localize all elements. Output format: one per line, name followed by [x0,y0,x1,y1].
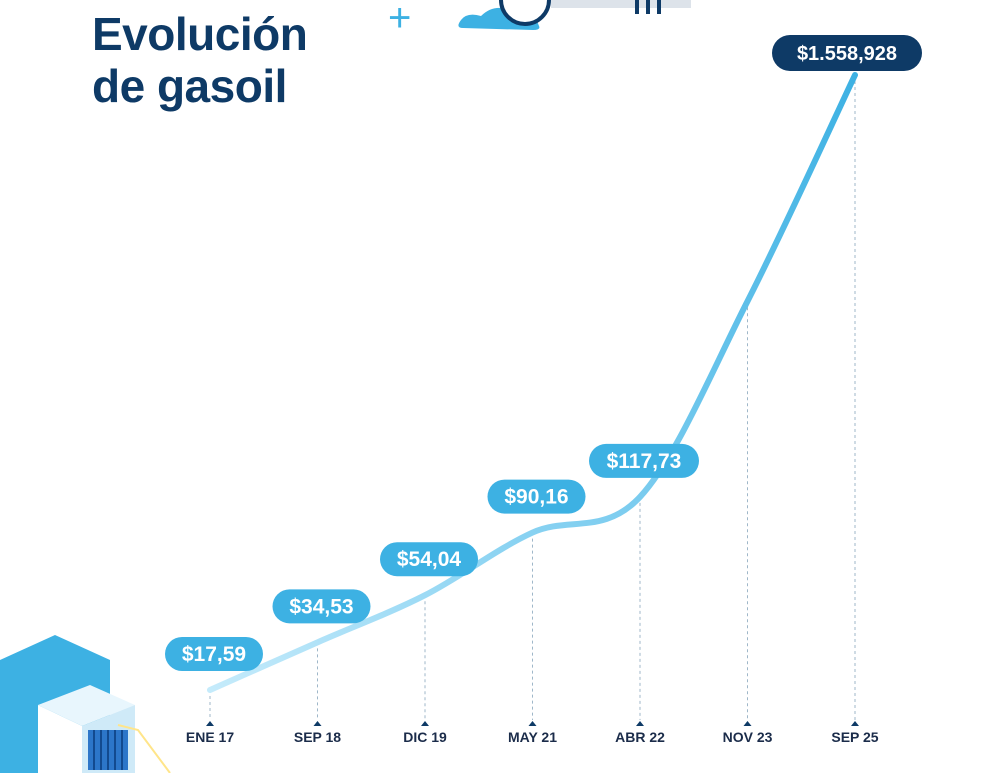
data-point-0 [208,688,212,692]
pump-body [551,0,691,8]
data-label: $117,73 [589,443,699,478]
data-label-pill [487,479,586,514]
gauge-icon [499,0,551,26]
data-label-text: $1.558,928 [797,43,897,65]
x-tick-label: MAY 21 [508,729,557,745]
data-point-2 [423,593,427,597]
building-windows [88,730,128,770]
x-tick-label: NOV 23 [723,729,773,745]
data-point-3 [531,531,535,535]
x-tick-label: DIC 19 [403,729,447,745]
data-label: $1.558,928 [772,35,922,71]
plus-icon: + [388,0,412,40]
tick-marker-5 [743,721,752,726]
tick-marker-4 [636,721,644,726]
tick-marker-3 [528,721,537,726]
data-label-text: $117,73 [607,450,682,473]
data-label-pill [380,542,478,577]
data-label-pill [165,637,263,671]
tick-marker-6 [851,721,859,726]
data-label: $34,53 [272,589,371,624]
data-label: $90,16 [487,479,586,514]
building-illustration [0,635,171,773]
data-label-text: $54,04 [397,548,462,571]
data-label-pill [272,589,371,624]
x-axis-ticks: ENE 17 SEP 18 DIC 19 MAY 21 ABR 22 NOV 23 SEP … [186,721,879,745]
data-label: $17,59 [165,637,263,671]
data-label: $54,04 [380,542,478,577]
data-label-text: $34,53 [289,595,353,618]
x-tick-label: SEP 18 [294,729,341,745]
x-tick-label: ABR 22 [615,729,665,745]
x-tick-label: SEP 25 [831,729,878,745]
tick-marker-2 [421,721,429,726]
series-line [207,72,858,693]
x-tick-label: ENE 17 [186,729,234,745]
data-point-1 [316,640,320,644]
data-label-pill [589,443,699,478]
data-point-6 [853,73,857,77]
title-line-2: de gasoil [92,60,287,112]
tick-marker-1 [313,721,322,726]
data-labels: $17,59 $34,53 $54,04 $90,16 $117,73 $1.558,92… [165,35,922,671]
data-point-4 [638,495,642,499]
title-line-1: Evolución [92,8,308,60]
chart-title: Evolución de gasoil [92,8,308,112]
gridlines [209,81,856,720]
data-point-5 [746,299,750,303]
data-label-text: $17,59 [182,643,246,666]
data-label-text: $90,16 [504,486,568,509]
data-label-pill [772,35,922,71]
fuel-pump-illustration [458,0,691,30]
tick-marker-0 [206,721,214,726]
